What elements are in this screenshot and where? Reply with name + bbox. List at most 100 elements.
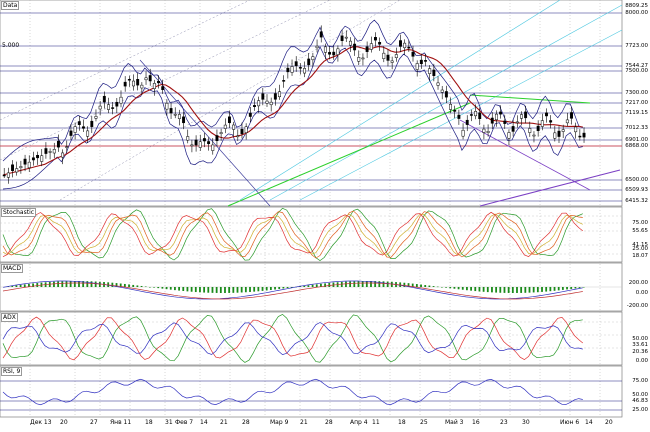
candle-body [52,149,56,154]
macd-histogram-bar [382,281,385,287]
candle-body [520,114,523,119]
price-scale-label: 6901.00 [623,136,649,144]
date-axis-label: Апр 4 [350,419,368,426]
candle-body [565,119,569,124]
date-axis-label: 27 [90,419,98,426]
stochastic-scale-label: 41.15 [623,241,649,249]
candle-body [561,129,565,132]
candle-body [56,140,60,148]
macd-histogram-bar [557,287,560,291]
price-scale-label: 6415.32 [623,197,649,205]
macd-histogram-bar [499,287,502,293]
price-scale-label: 6509.93 [623,186,649,194]
macd-histogram-bar [19,284,22,287]
macd-histogram-bar [386,281,389,287]
candle-body [82,126,85,129]
price-scale-label: 7500.00 [623,67,649,75]
macd-histogram-bar [115,283,118,287]
macd-histogram-bar [290,287,293,288]
macd-histogram-bar [136,285,139,287]
stochastic-d-line [2,210,583,259]
candle-body [98,105,102,110]
date-axis-label: 21 [300,419,308,426]
macd-histogram-bar [311,284,314,287]
macd-histogram-bar [349,281,352,287]
macd-histogram-bar [169,287,172,290]
macd-histogram-bar [507,287,510,293]
adx-scale-label: 50.00 [623,335,649,343]
macd-histogram-bar [144,286,147,288]
candle-body [507,132,511,139]
candle-body [348,40,352,46]
macd-histogram-bar [161,287,164,289]
candle-body [307,58,311,66]
macd-histogram-bar [207,287,210,293]
stochastic-pane-label: Stochastic [1,208,37,217]
macd-histogram-bar [432,286,435,287]
macd-histogram-bar [357,281,360,287]
candle-body [207,141,211,145]
candle-body [15,168,19,173]
macd-histogram-bar [511,287,514,293]
candle-body [478,112,482,120]
candle-body [298,67,302,69]
candle-body [107,104,110,110]
macd-histogram-bar [449,287,452,289]
candle-body [332,51,336,56]
candle-body [61,152,65,158]
macd-histogram-bar [420,284,422,287]
candle-body [411,51,415,57]
candle-body [482,128,486,133]
candle-body [77,121,81,125]
fan-line [0,0,331,161]
date-axis-label: 30 [522,419,530,426]
candle-body [382,52,386,59]
candle-body [328,52,332,55]
candle-body [161,86,165,90]
macd-histogram-bar [153,287,155,288]
candle-body [386,54,390,61]
candle-body [474,111,478,117]
macd-histogram-bar [182,287,185,291]
candle-body [2,174,6,177]
candle-body [282,80,286,82]
stochastic-k-line [2,207,583,262]
candle-body [428,68,432,74]
macd-histogram-bar [194,287,197,293]
date-axis-label: 20 [605,419,613,426]
stochastic-scale-label: 55.65 [623,227,649,235]
date-axis-label: 25 [420,419,428,426]
candle-body [549,120,553,123]
macd-histogram-bar [474,287,477,292]
adx-plus-di-line [2,313,583,363]
candle-body [378,41,382,45]
macd-histogram-bar [578,287,581,288]
macd-histogram-bar [123,283,126,287]
candle-body [236,135,240,138]
candle-body [499,111,503,115]
candle-body [119,96,123,104]
macd-histogram-bar [286,287,289,288]
candle-body [353,43,357,51]
macd-histogram-bar [111,282,114,287]
candle-body [440,89,444,93]
candle-body [365,46,369,52]
macd-histogram-bar [574,287,577,289]
candle-body [415,63,419,70]
candle-body [40,155,44,162]
candle-body [232,124,236,130]
macd-histogram-bar [428,285,431,287]
candle-body [315,45,319,49]
candle-body [319,31,323,38]
macd-histogram-bar [365,281,368,287]
candle-body [65,146,69,148]
date-axis-label: Дек 13 [30,419,52,426]
candle-body [165,102,169,110]
macd-histogram-bar [466,287,468,291]
price-scale-label: 7723.00 [623,42,649,50]
purple-trend-line [459,119,591,191]
candle-body [6,172,10,178]
candle-body [248,112,252,117]
